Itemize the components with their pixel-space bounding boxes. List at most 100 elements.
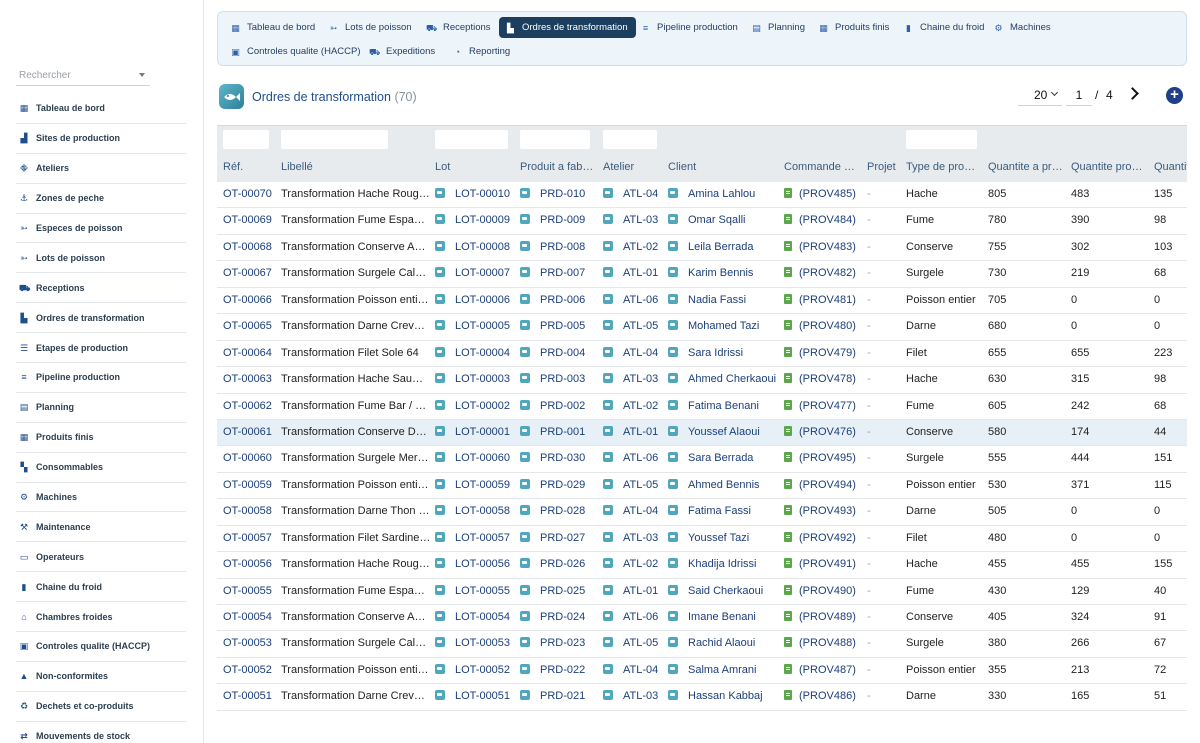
cell-commande[interactable]: (PROV484) [784, 214, 864, 226]
cell-lot[interactable]: LOT-00057 [435, 531, 515, 544]
page-number-input[interactable]: 1 [1066, 84, 1092, 106]
sidebar-item[interactable]: ▚ Consommables [16, 453, 186, 483]
tab[interactable]: ▦ Tableau de bord [224, 17, 323, 38]
cell-produit[interactable]: PRD-022 [520, 663, 600, 676]
cell-atelier[interactable]: ATL-03 [603, 373, 663, 385]
table-row[interactable]: OT-00057 Transformation Filet Sardine… LOT… [217, 526, 1187, 553]
add-record-button[interactable]: + [1166, 87, 1183, 104]
cell-client[interactable]: Amina Lahlou [668, 188, 780, 200]
sidebar-item[interactable]: ▣ Controles qualite (HACCP) [16, 632, 186, 662]
table-row[interactable]: OT-00065 Transformation Darne Crev… LOT-00… [217, 314, 1187, 341]
sidebar-item[interactable]: ♻ Dechets et co-produits [16, 692, 186, 722]
cell-ref[interactable]: OT-00057 [223, 532, 275, 544]
table-row[interactable]: OT-00060 Transformation Surgele Mer… LOT-0… [217, 446, 1187, 473]
cell-client[interactable]: Hassan Kabbaj [668, 690, 780, 702]
tab[interactable]: ➳ Lots de poisson [322, 17, 420, 38]
cell-ref[interactable]: OT-00070 [223, 188, 275, 200]
column-header[interactable]: Client [668, 161, 697, 173]
table-row[interactable]: OT-00063 Transformation Hache Sau… LOT-000… [217, 367, 1187, 394]
sidebar-search-select[interactable]: Rechercher [16, 66, 150, 86]
table-row[interactable]: OT-00061 Transformation Conserve D… LOT-00… [217, 419, 1187, 447]
sidebar-item[interactable]: ▭ Operateurs [16, 542, 186, 573]
column-filter-input[interactable] [435, 130, 508, 149]
cell-atelier[interactable]: ATL-04 [603, 663, 663, 676]
cell-lot[interactable]: LOT-00052 [435, 663, 515, 676]
cell-commande[interactable]: (PROV481) [784, 293, 864, 306]
table-row[interactable]: OT-00066 Transformation Poisson enti… LOT-… [217, 288, 1187, 315]
cell-ref[interactable]: OT-00064 [223, 347, 275, 359]
sidebar-item[interactable]: ▦ Tableau de bord [16, 94, 186, 124]
sidebar-item[interactable]: ▟ Sites de production [16, 124, 186, 154]
cell-client[interactable]: Leila Berrada [668, 240, 780, 253]
cell-atelier[interactable]: ATL-03 [603, 214, 663, 226]
cell-atelier[interactable]: ATL-02 [603, 558, 663, 570]
cell-produit[interactable]: PRD-010 [520, 188, 600, 200]
cell-produit[interactable]: PRD-002 [520, 399, 600, 412]
cell-commande[interactable]: (PROV489) [784, 611, 864, 623]
cell-client[interactable]: Fatima Benani [668, 399, 780, 412]
cell-commande[interactable]: (PROV491) [784, 558, 864, 570]
sidebar-item[interactable]: ⚒ Maintenance [16, 512, 186, 543]
table-row[interactable]: OT-00064 Transformation Filet Sole 64 LOT-… [217, 341, 1187, 368]
cell-produit[interactable]: PRD-001 [520, 425, 600, 438]
sidebar-item[interactable]: ▮ Chaine du froid [16, 572, 186, 603]
column-header[interactable]: Réf. [223, 161, 244, 173]
table-row[interactable]: OT-00067 Transformation Surgele Cal… LOT-0… [217, 261, 1187, 288]
cell-ref[interactable]: OT-00051 [223, 690, 275, 702]
tab[interactable]: ⚙ Machines [987, 17, 1059, 38]
cell-commande[interactable]: (PROV485) [784, 188, 864, 200]
column-filter-input[interactable] [281, 130, 388, 149]
cell-client[interactable]: Khadija Idrissi [668, 558, 780, 570]
page-size-select[interactable]: 20 [1018, 84, 1062, 106]
cell-lot[interactable]: LOT-00004 [435, 346, 515, 359]
cell-commande[interactable]: (PROV482) [784, 267, 864, 279]
cell-atelier[interactable]: ATL-03 [603, 690, 663, 702]
cell-produit[interactable]: PRD-025 [520, 584, 600, 597]
cell-produit[interactable]: PRD-027 [520, 531, 600, 544]
sidebar-item[interactable]: ⚙ Machines [16, 483, 186, 513]
cell-atelier[interactable]: ATL-04 [603, 188, 663, 200]
cell-ref[interactable]: OT-00061 [223, 426, 275, 438]
cell-atelier[interactable]: ATL-01 [603, 584, 663, 597]
cell-ref[interactable]: OT-00060 [223, 452, 275, 464]
table-row[interactable]: OT-00056 Transformation Hache Roug… LOT-00… [217, 552, 1187, 579]
cell-produit[interactable]: PRD-007 [520, 267, 600, 279]
cell-client[interactable]: Salma Amrani [668, 663, 780, 676]
cell-ref[interactable]: OT-00053 [223, 637, 275, 649]
cell-atelier[interactable]: ATL-02 [603, 399, 663, 412]
cell-ref[interactable]: OT-00054 [223, 611, 275, 623]
column-header[interactable]: Quantite a pr… [988, 161, 1063, 173]
sidebar-item[interactable]: ▤ Planning [16, 393, 186, 423]
sidebar-item[interactable]: ➳ Especes de poisson [16, 214, 186, 244]
table-row[interactable]: OT-00055 Transformation Fume Espa… LOT-000… [217, 579, 1187, 605]
cell-lot[interactable]: LOT-00003 [435, 373, 515, 385]
sidebar-item[interactable]: ☰ Etapes de production [16, 333, 186, 364]
cell-produit[interactable]: PRD-023 [520, 637, 600, 649]
cell-lot[interactable]: LOT-00054 [435, 611, 515, 623]
sidebar-item[interactable]: ▲ Non-conformites [16, 662, 186, 692]
tab[interactable]: ▦ Produits finis [812, 17, 897, 38]
cell-lot[interactable]: LOT-00051 [435, 690, 515, 702]
cell-atelier[interactable]: ATL-01 [603, 425, 663, 438]
cell-ref[interactable]: OT-00062 [223, 400, 275, 412]
cell-client[interactable]: Fatima Fassi [668, 505, 780, 517]
tab[interactable]: ▤ Planning [745, 17, 813, 38]
cell-ref[interactable]: OT-00065 [223, 320, 275, 332]
cell-produit[interactable]: PRD-021 [520, 690, 600, 702]
sidebar-item[interactable]: ▙ Ordres de transformation [16, 303, 186, 334]
cell-commande[interactable]: (PROV476) [784, 425, 864, 438]
cell-commande[interactable]: (PROV479) [784, 346, 864, 359]
cell-lot[interactable]: LOT-00001 [435, 425, 515, 438]
sidebar-item[interactable]: ➳ Lots de poisson [16, 243, 186, 274]
table-row[interactable]: OT-00070 Transformation Hache Roug… LOT-00… [217, 182, 1187, 209]
cell-atelier[interactable]: ATL-06 [603, 611, 663, 623]
cell-atelier[interactable]: ATL-02 [603, 240, 663, 253]
cell-ref[interactable]: OT-00063 [223, 373, 275, 385]
cell-client[interactable]: Imane Benani [668, 611, 780, 623]
table-row[interactable]: OT-00053 Transformation Surgele Cal… LOT-0… [217, 631, 1187, 658]
tab[interactable]: ▮ Chaine du froid [897, 17, 992, 38]
sidebar-item[interactable]: ⇄ Mouvements de stock [16, 722, 186, 743]
cell-lot[interactable]: LOT-00056 [435, 558, 515, 570]
table-row[interactable]: OT-00052 Transformation Poisson enti… LOT-… [217, 658, 1187, 685]
cell-client[interactable]: Sara Idrissi [668, 346, 780, 359]
